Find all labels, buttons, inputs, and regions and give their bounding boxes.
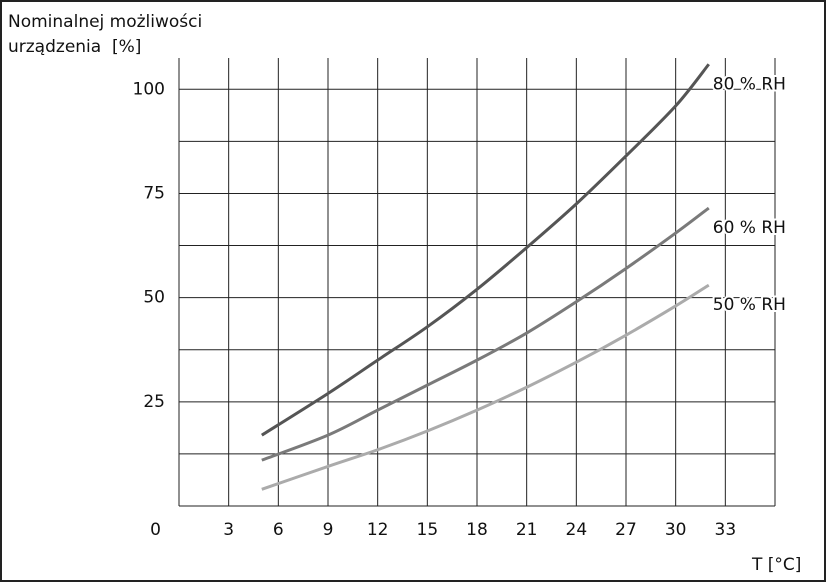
- y-tick-label: 100: [133, 79, 165, 99]
- x-tick-label: 24: [566, 520, 588, 540]
- series-line: [261, 283, 710, 491]
- x-tick-label: 15: [417, 520, 439, 540]
- y-axis-label: urządzenia [%]: [8, 37, 141, 57]
- y-tick-label: 50: [143, 288, 165, 308]
- x-tick-label: 27: [615, 520, 637, 540]
- series-label: 80 % RH: [713, 74, 786, 94]
- x-tick-label: 30: [665, 520, 687, 540]
- x-tick-label: 18: [466, 520, 488, 540]
- x-tick-label: 21: [516, 520, 538, 540]
- x-tick-label: 9: [323, 520, 334, 540]
- y-tick-label: 75: [143, 183, 165, 203]
- series-label: 50 % RH: [713, 295, 786, 315]
- series-line: [260, 63, 710, 437]
- series-label: 60 % RH: [713, 218, 786, 238]
- x-tick-label: 6: [273, 520, 284, 540]
- y-axis-label: Nominalnej możliwości: [8, 12, 202, 32]
- x-axis-label: T [°C]: [751, 555, 801, 575]
- x-tick-label: 33: [715, 520, 737, 540]
- x-tick-label: 3: [223, 520, 234, 540]
- x-tick-label: 12: [367, 520, 389, 540]
- series-line: [261, 206, 710, 462]
- origin-label: 0: [150, 520, 161, 540]
- y-tick-label: 25: [143, 392, 165, 412]
